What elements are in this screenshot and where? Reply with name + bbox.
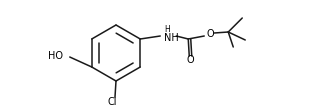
Text: O: O bbox=[186, 55, 194, 65]
Text: HO: HO bbox=[48, 51, 63, 61]
Text: H: H bbox=[164, 25, 170, 34]
Text: NH: NH bbox=[164, 33, 179, 43]
Text: O: O bbox=[206, 29, 214, 39]
Text: Cl: Cl bbox=[107, 97, 117, 107]
